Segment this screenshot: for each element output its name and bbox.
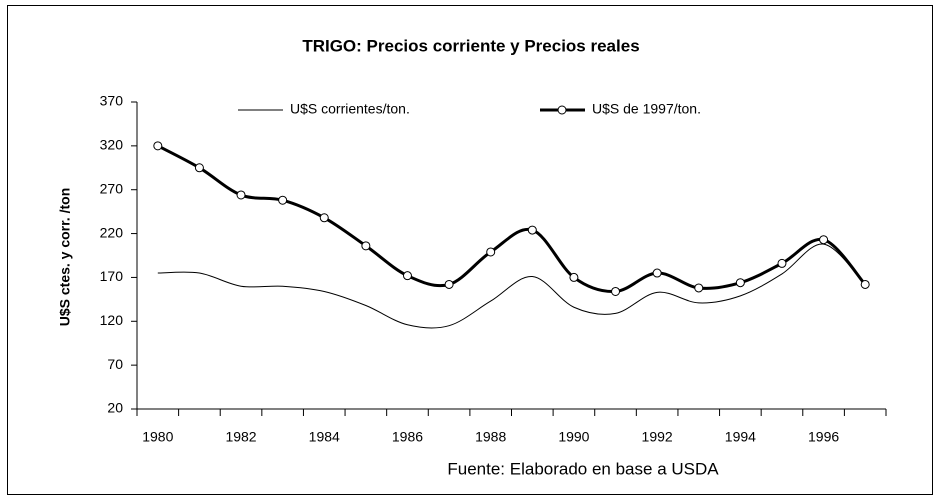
marker [611, 286, 621, 296]
marker [569, 272, 579, 282]
marker [361, 241, 371, 251]
marker [194, 163, 204, 173]
y-tick-label: 20 [107, 400, 123, 416]
marker [278, 195, 288, 205]
x-tick-label: 1992 [642, 429, 673, 445]
y-tick-label: 370 [100, 93, 124, 109]
x-tick-label: 1996 [808, 429, 839, 445]
source-note: Fuente: Elaborado en base a USDA [447, 459, 719, 478]
marker [486, 247, 496, 257]
marker [735, 278, 745, 288]
y-tick-label: 320 [100, 137, 124, 153]
y-tick-label: 70 [107, 356, 123, 372]
y-axis-label: U$S ctes. y corr. /ton [57, 188, 73, 327]
marker [694, 283, 704, 293]
marker [402, 271, 412, 281]
marker [652, 268, 662, 278]
marker [153, 141, 163, 151]
marker [236, 190, 246, 200]
x-tick-label: 1994 [725, 429, 756, 445]
chart-title: TRIGO: Precios corriente y Precios reale… [302, 36, 639, 55]
legend-label: U$S corrientes/ton. [290, 101, 410, 117]
x-tick-label: 1990 [558, 429, 589, 445]
x-tick-label: 1980 [142, 429, 173, 445]
legend-marker [557, 105, 567, 115]
marker [319, 213, 329, 223]
marker [527, 225, 537, 235]
marker [860, 279, 870, 289]
y-tick-label: 220 [100, 224, 124, 240]
series-line [157, 243, 866, 329]
marker [444, 279, 454, 289]
frame [7, 5, 933, 495]
legend-label: U$S de 1997/ton. [592, 101, 701, 117]
y-tick-label: 270 [100, 180, 124, 196]
y-tick-label: 120 [100, 312, 124, 328]
y-tick-label: 170 [100, 268, 124, 284]
marker [819, 235, 829, 245]
x-tick-label: 1988 [475, 429, 506, 445]
x-tick-label: 1984 [309, 429, 340, 445]
x-tick-label: 1982 [225, 429, 256, 445]
marker [777, 258, 787, 268]
x-tick-label: 1986 [392, 429, 423, 445]
